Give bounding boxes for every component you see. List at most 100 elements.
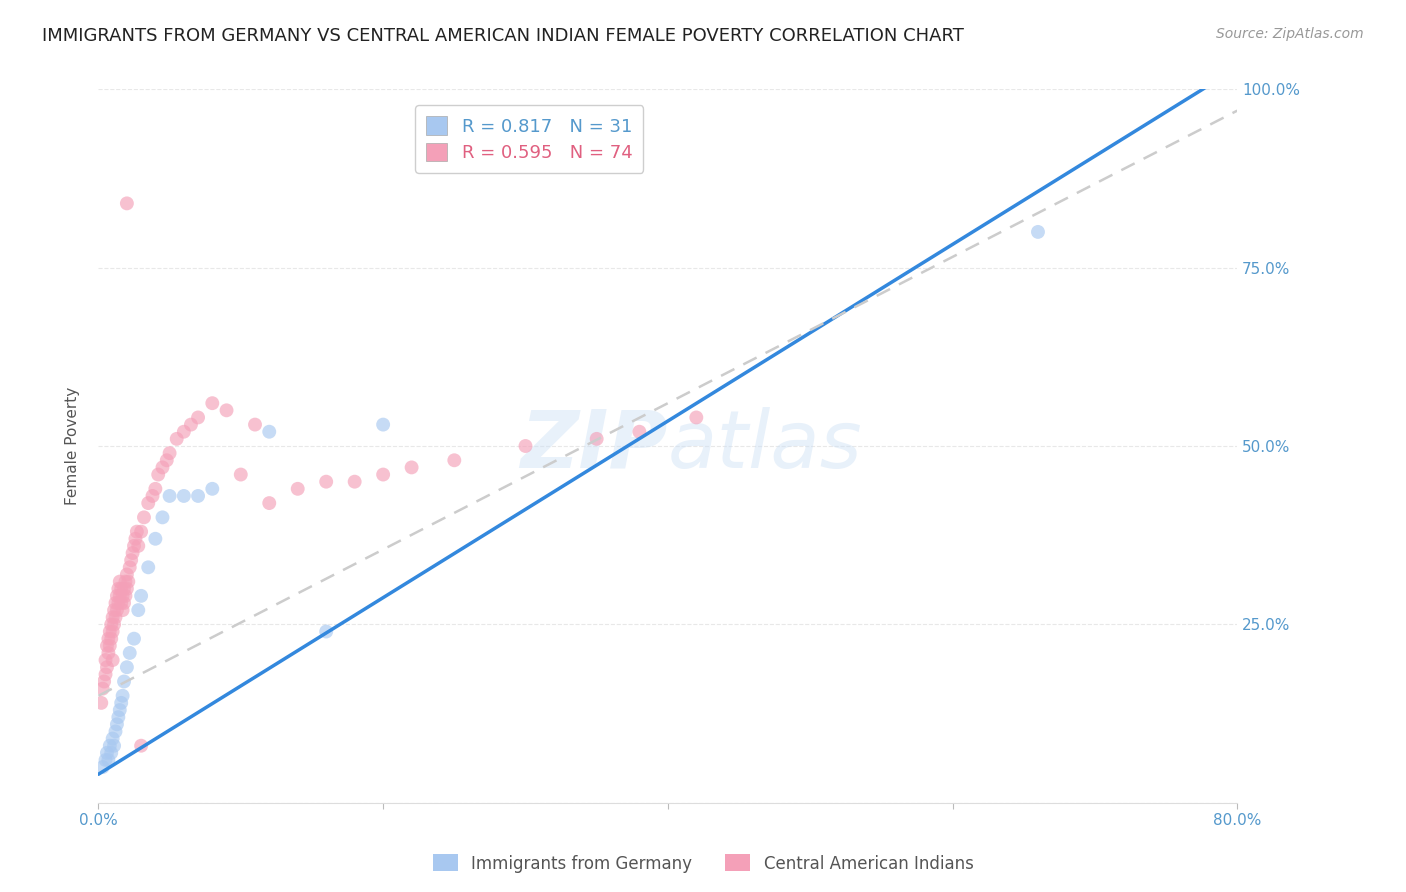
Point [124,532,146,546]
Point [115,196,138,211]
Point [108,589,131,603]
Point [114,574,136,589]
Point [97,753,120,767]
Point [111,689,134,703]
Point [122,632,145,646]
Point [101,731,124,746]
Point [132,510,155,524]
Point [101,610,124,624]
Point [107,582,129,596]
Point [101,653,124,667]
Point [103,739,125,753]
Point [145,532,167,546]
Text: Source: ZipAtlas.com: Source: ZipAtlas.com [1216,27,1364,41]
Point [129,589,152,603]
Point [166,432,188,446]
Point [243,417,266,432]
Point [129,739,152,753]
Point [111,589,134,603]
Point [96,746,118,760]
Point [112,674,135,689]
Point [315,624,337,639]
Point [125,524,148,539]
Point [187,410,209,425]
Point [98,639,121,653]
Point [105,589,128,603]
Point [287,482,309,496]
Legend: Immigrants from Germany, Central American Indians: Immigrants from Germany, Central America… [426,847,980,880]
Point [94,653,117,667]
Point [97,646,120,660]
Point [94,667,117,681]
Point [129,524,152,539]
Point [100,617,122,632]
Point [401,460,423,475]
Point [90,696,112,710]
Point [108,574,131,589]
Legend: R = 0.817   N = 31, R = 0.595   N = 74: R = 0.817 N = 31, R = 0.595 N = 74 [415,105,644,173]
Point [173,489,195,503]
Point [110,696,132,710]
Point [104,596,127,610]
Point [97,632,120,646]
Point [98,739,121,753]
Point [110,596,132,610]
Text: IMMIGRANTS FROM GERMANY VS CENTRAL AMERICAN INDIAN FEMALE POVERTY CORRELATION CH: IMMIGRANTS FROM GERMANY VS CENTRAL AMERI… [42,27,965,45]
Point [1026,225,1049,239]
Point [259,496,281,510]
Point [104,610,127,624]
Point [215,403,238,417]
Point [136,560,159,574]
Point [96,660,118,674]
Point [127,603,149,617]
Point [103,603,125,617]
Point [115,567,138,582]
Point [110,582,132,596]
Point [121,546,143,560]
Point [159,446,181,460]
Point [115,660,138,674]
Point [91,760,114,774]
Point [112,582,135,596]
Point [152,510,174,524]
Point [229,467,252,482]
Point [585,432,607,446]
Point [145,482,167,496]
Point [515,439,537,453]
Point [93,674,115,689]
Point [105,717,128,731]
Point [114,589,136,603]
Point [107,710,129,724]
Point [343,475,366,489]
Y-axis label: Female Poverty: Female Poverty [65,387,80,505]
Point [180,417,202,432]
Point [187,489,209,503]
Point [156,453,179,467]
Point [96,639,118,653]
Point [373,467,395,482]
Point [101,624,124,639]
Point [115,582,138,596]
Point [112,596,135,610]
Point [103,617,125,632]
Point [91,681,114,696]
Point [685,410,707,425]
Point [118,646,141,660]
Point [104,724,127,739]
Point [173,425,195,439]
Point [118,560,141,574]
Point [259,425,281,439]
Point [122,539,145,553]
Text: atlas: atlas [668,407,863,485]
Text: ZIP: ZIP [520,407,668,485]
Point [127,539,149,553]
Point [201,396,224,410]
Point [315,475,337,489]
Point [373,417,395,432]
Point [108,703,131,717]
Point [148,467,170,482]
Point [120,553,142,567]
Point [152,460,174,475]
Point [201,482,224,496]
Point [100,746,122,760]
